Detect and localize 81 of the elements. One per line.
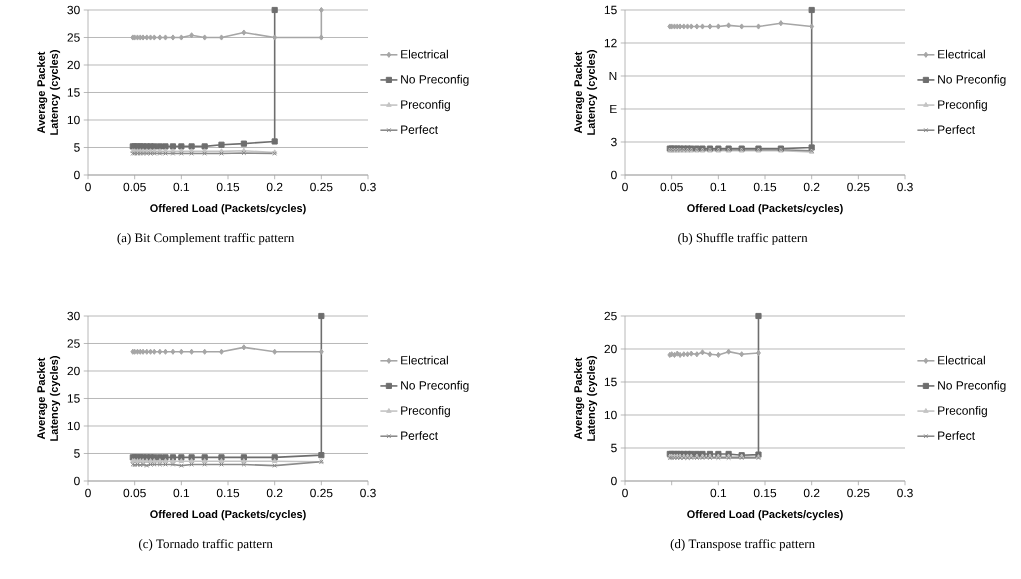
y-tick-label: 20: [67, 60, 80, 70]
legend-label: Electrical: [401, 49, 448, 59]
y-axis-title: Average Packet Latency (cycles): [36, 356, 61, 441]
legend-label: Electrical: [938, 355, 985, 365]
y-tick-label: 15: [604, 377, 617, 387]
y-tick-label: 30: [67, 311, 80, 321]
y-axis-title: Average Packet Latency (cycles): [573, 50, 598, 135]
x-tick-label: 0.1: [710, 182, 727, 192]
x-tick-label: 0: [622, 182, 628, 192]
y-tick-label: 10: [67, 115, 80, 125]
text: (c) Tornado traffic pattern: [138, 538, 273, 551]
legend-label: Preconfig: [938, 406, 987, 418]
legend-label: Preconfig: [938, 100, 987, 112]
legend-label: No Preconfig: [938, 380, 1006, 392]
x-tick-label: 0.2: [266, 182, 283, 192]
text: (a) Bit Complement traffic pattern: [117, 232, 295, 245]
x-tick-label: 0: [85, 182, 91, 192]
y-tick-label: 25: [604, 311, 617, 321]
x-tick-label: 0: [85, 488, 91, 498]
y-tick-label: 15: [67, 394, 80, 403]
y-tick-label: 5: [611, 443, 617, 453]
y-tick-label: 20: [67, 366, 80, 376]
x-tick-label: 0.25: [847, 182, 870, 192]
legend-label: Electrical: [401, 355, 448, 365]
x-tick-label: 0.15: [216, 488, 240, 498]
x-tick-label: 0.3: [360, 182, 376, 192]
x-tick-label: 0.15: [753, 182, 777, 192]
x-tick-label: 0.2: [266, 488, 283, 498]
x-tick-label: 0.1: [710, 488, 727, 498]
x-axis-title: Offered Load (Packets/cycles): [687, 510, 843, 521]
y-tick-label: 20: [604, 344, 617, 354]
legend-label: Perfect: [401, 431, 438, 440]
x-axis-title: Offered Load (Packets/cycles): [150, 510, 306, 521]
legend-label: Perfect: [938, 431, 975, 440]
x-tick-label: 0.1: [173, 488, 190, 498]
y-axis-title: Average Packet Latency (cycles): [36, 50, 61, 135]
legend-label: Preconfig: [401, 406, 450, 418]
x-axis-title: Offered Load (Packets/cycles): [687, 204, 843, 215]
legend-label: Preconfig: [401, 100, 450, 112]
legend-label: No Preconfig: [938, 74, 1006, 86]
x-tick-label: 0.2: [803, 488, 820, 498]
x-tick-label: 0.25: [310, 488, 333, 498]
y-tick-label: 10: [604, 410, 617, 420]
y-tick-label: 0: [611, 170, 617, 180]
y-tick-label: N: [609, 71, 617, 81]
x-tick-label: 0.25: [847, 488, 870, 498]
y-tick-label: 15: [67, 88, 80, 97]
x-tick-label: 0.25: [310, 182, 333, 192]
x-tick-label: 0.2: [803, 182, 820, 192]
legend-label: Perfect: [938, 125, 975, 134]
x-tick-label: 0.3: [897, 182, 913, 192]
text: (d) Transpose traffic pattern: [670, 538, 815, 551]
x-tick-label: 0.05: [660, 182, 683, 192]
y-tick-label: 12: [604, 38, 617, 48]
legend-label: No Preconfig: [401, 380, 469, 392]
x-tick-label: 0.15: [216, 182, 240, 192]
x-tick-label: 0.05: [123, 182, 146, 192]
x-tick-label: 0.1: [173, 182, 190, 192]
text: (b) Shuffle traffic pattern: [678, 232, 808, 245]
x-tick-label: 0: [622, 488, 628, 498]
x-tick-label: 0.3: [360, 488, 376, 498]
x-tick-label: 0.05: [123, 488, 146, 498]
x-axis-title: Offered Load (Packets/cycles): [150, 204, 306, 215]
legend-label: No Preconfig: [401, 74, 469, 86]
y-tick-label: 0: [611, 476, 617, 486]
y-tick-label: 25: [67, 33, 80, 42]
legend-label: Electrical: [938, 49, 985, 59]
x-tick-label: 0.3: [897, 488, 913, 498]
y-tick-label: 10: [67, 421, 80, 431]
y-tick-label: 0: [74, 476, 80, 486]
y-axis-title: Average Packet Latency (cycles): [573, 356, 598, 441]
y-tick-label: 3: [611, 137, 617, 147]
legend-label: Perfect: [401, 125, 438, 134]
x-tick-label: 0.15: [753, 488, 777, 498]
y-tick-label: 25: [67, 339, 80, 348]
y-tick-label: 5: [74, 449, 80, 458]
y-tick-label: 0: [74, 170, 80, 180]
y-tick-label: E: [610, 104, 617, 114]
y-tick-label: 15: [604, 5, 617, 15]
y-tick-label: 5: [74, 143, 80, 152]
y-tick-label: 30: [67, 5, 80, 15]
